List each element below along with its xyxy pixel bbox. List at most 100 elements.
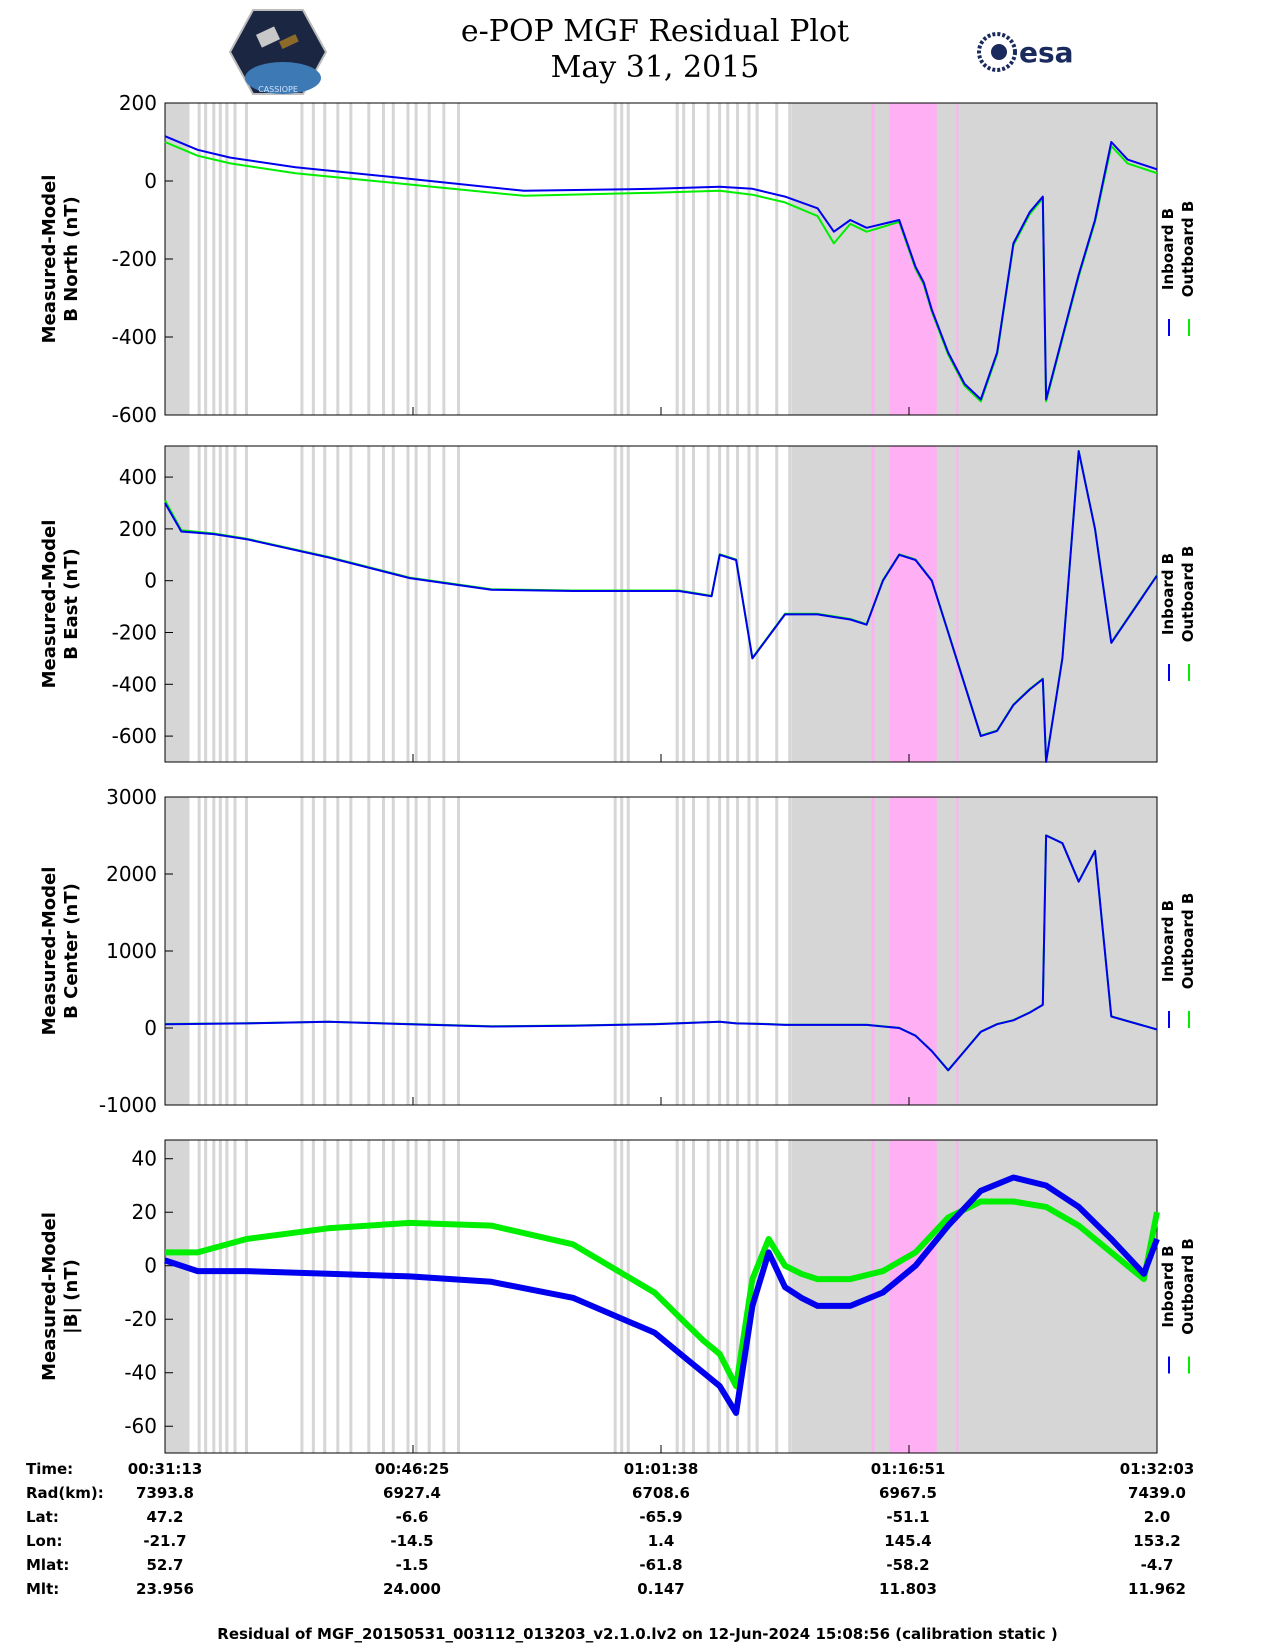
y-axis-label: Measured-Model|B| (nT) bbox=[39, 1212, 82, 1381]
gap-stripe bbox=[718, 1140, 722, 1453]
highlight-stripe bbox=[871, 446, 875, 762]
y-tick-label: 200 bbox=[119, 91, 157, 115]
y-tick-label: 20 bbox=[132, 1200, 157, 1224]
legend-inboard-label: Inboard B bbox=[1159, 900, 1177, 982]
y-tick-label: -60 bbox=[124, 1414, 157, 1438]
legend-outboard-label: Outboard B bbox=[1179, 893, 1197, 990]
gap-stripe bbox=[204, 446, 208, 762]
gap-stripe bbox=[414, 103, 418, 415]
gap-stripe bbox=[692, 797, 695, 1105]
info-cell: 6967.5 bbox=[879, 1484, 937, 1502]
y-axis-label-line: B North (nT) bbox=[61, 196, 82, 322]
highlight-stripe bbox=[871, 797, 875, 1105]
y-tick-label: -200 bbox=[112, 620, 157, 644]
gap-stripe bbox=[457, 103, 461, 415]
y-tick-label: -200 bbox=[112, 247, 157, 271]
gap-stripe bbox=[233, 446, 237, 762]
y-axis-label: Measured-ModelB East (nT) bbox=[39, 520, 82, 689]
esa-logo: esa bbox=[975, 30, 1095, 74]
gap-band-right bbox=[791, 797, 1157, 1105]
y-tick-label: -600 bbox=[112, 724, 157, 748]
gap-stripe bbox=[323, 797, 327, 1105]
gap-stripe bbox=[675, 103, 679, 415]
gap-stripe bbox=[233, 103, 237, 415]
gap-stripe bbox=[300, 446, 304, 762]
info-cell: 153.2 bbox=[1133, 1532, 1181, 1550]
gap-stripe bbox=[675, 797, 679, 1105]
y-axis-label-line: B East (nT) bbox=[61, 548, 82, 660]
gap-stripe bbox=[736, 797, 740, 1105]
y-tick-label: -400 bbox=[112, 672, 157, 696]
gap-stripe bbox=[706, 1140, 710, 1453]
info-cell: -61.8 bbox=[639, 1556, 683, 1574]
gap-stripe bbox=[726, 797, 730, 1105]
y-axis-label-line: Measured-Model bbox=[39, 175, 60, 344]
gap-stripe bbox=[382, 446, 385, 762]
gap-stripe bbox=[233, 797, 237, 1105]
legend-outboard-label: Outboard B bbox=[1179, 1238, 1197, 1335]
gap-stripe bbox=[414, 446, 418, 762]
legend-outboard-label: Outboard B bbox=[1179, 201, 1197, 298]
gap-stripe bbox=[218, 103, 222, 415]
gap-stripe bbox=[626, 797, 630, 1105]
gap-stripe bbox=[204, 797, 208, 1105]
gap-stripe bbox=[442, 1140, 446, 1453]
gap-stripe bbox=[367, 103, 371, 415]
info-cell: -58.2 bbox=[886, 1556, 930, 1574]
gap-stripe bbox=[406, 103, 410, 415]
gap-stripe bbox=[406, 1140, 410, 1453]
y-tick-label: 1000 bbox=[106, 939, 157, 963]
gap-stripe bbox=[755, 446, 759, 762]
gap-stripe bbox=[349, 1140, 353, 1453]
gap-stripe bbox=[225, 103, 229, 415]
y-tick-label: 40 bbox=[132, 1147, 157, 1171]
gap-stripe bbox=[311, 797, 315, 1105]
info-cell: 6927.4 bbox=[383, 1484, 441, 1502]
info-row-label: Mlt: bbox=[26, 1580, 60, 1598]
gap-stripe bbox=[427, 797, 431, 1105]
info-cell: -21.7 bbox=[143, 1532, 187, 1550]
gap-stripe bbox=[349, 103, 353, 415]
gap-stripe bbox=[692, 446, 695, 762]
gap-stripe bbox=[427, 103, 431, 415]
legend-inboard-label: Inboard B bbox=[1159, 553, 1177, 635]
gap-stripe bbox=[414, 797, 418, 1105]
gap-stripe bbox=[613, 103, 617, 415]
info-cell: 01:16:51 bbox=[870, 1460, 946, 1478]
highlight-stripe bbox=[956, 797, 959, 1105]
gap-stripe bbox=[788, 103, 792, 415]
info-cell: 7439.0 bbox=[1128, 1484, 1186, 1502]
logo-lettering: CASSIOPE bbox=[258, 85, 298, 94]
chart-panel-2: 400 200 0 -200 -400 -600 Measured-ModelB East … bbox=[39, 445, 1197, 763]
chart-panel-1: 200 0 -200 -400 -600 Measured-ModelB North (n… bbox=[39, 91, 1197, 427]
gap-stripe bbox=[736, 1140, 740, 1453]
gap-stripe bbox=[706, 103, 710, 415]
gap-stripe bbox=[775, 797, 779, 1105]
gap-stripe bbox=[197, 797, 201, 1105]
gap-stripe bbox=[457, 1140, 461, 1453]
gap-stripe bbox=[682, 103, 686, 415]
gap-stripe bbox=[323, 1140, 327, 1453]
gap-stripe bbox=[414, 1140, 418, 1453]
gap-stripe bbox=[442, 103, 446, 415]
gap-stripe bbox=[775, 446, 779, 762]
gap-stripe bbox=[212, 446, 216, 762]
gap-stripe bbox=[626, 446, 630, 762]
info-cell: -1.5 bbox=[395, 1556, 429, 1574]
gap-stripe bbox=[427, 1140, 431, 1453]
legend-inboard-label: Inboard B bbox=[1159, 208, 1177, 290]
gap-band-right bbox=[791, 103, 1157, 415]
series-outboard bbox=[165, 1198, 1160, 1390]
info-cell: 47.2 bbox=[146, 1508, 184, 1526]
info-cell: 0.147 bbox=[637, 1580, 685, 1598]
y-tick-label: 200 bbox=[119, 517, 157, 541]
info-cell: 24.000 bbox=[383, 1580, 441, 1598]
gap-stripe bbox=[626, 103, 630, 415]
gap-stripe bbox=[244, 797, 248, 1105]
info-cell: 1.4 bbox=[647, 1532, 675, 1550]
gap-stripe bbox=[225, 797, 229, 1105]
y-tick-label: -600 bbox=[112, 403, 157, 427]
gap-stripe bbox=[300, 797, 304, 1105]
gap-stripe bbox=[442, 446, 446, 762]
gap-stripe bbox=[788, 1140, 792, 1453]
